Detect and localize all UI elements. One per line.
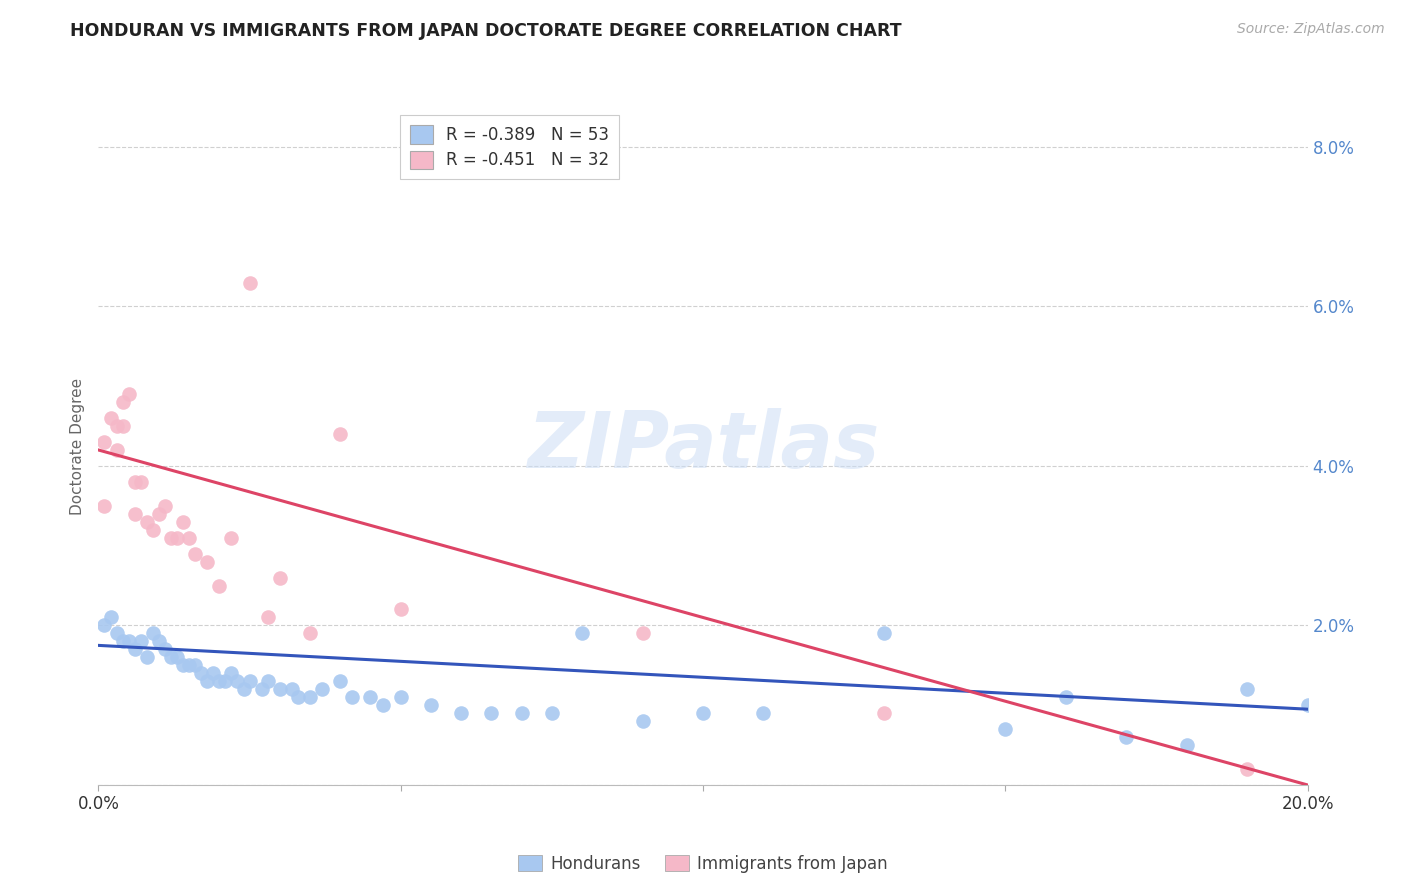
- Point: [250, 682, 273, 697]
- Point: [420, 698, 443, 713]
- Point: [111, 419, 134, 434]
- Point: [631, 626, 654, 640]
- Point: [269, 571, 291, 585]
- Point: [184, 547, 207, 561]
- Point: [111, 634, 134, 648]
- Point: [692, 706, 714, 721]
- Point: [160, 531, 183, 545]
- Point: [118, 634, 141, 648]
- Point: [202, 666, 225, 681]
- Point: [510, 706, 533, 721]
- Point: [360, 690, 382, 705]
- Point: [153, 642, 176, 657]
- Point: [239, 674, 262, 689]
- Point: [184, 658, 207, 673]
- Point: [281, 682, 304, 697]
- Point: [540, 706, 562, 721]
- Point: [148, 507, 170, 521]
- Point: [93, 435, 115, 450]
- Point: [208, 578, 231, 592]
- Point: [172, 658, 194, 673]
- Point: [179, 658, 201, 673]
- Point: [118, 387, 141, 401]
- Point: [135, 650, 157, 665]
- Point: [135, 515, 157, 529]
- Point: [93, 499, 115, 513]
- Point: [311, 682, 333, 697]
- Point: [299, 626, 322, 640]
- Point: [179, 531, 201, 545]
- Point: [166, 650, 188, 665]
- Point: [1115, 730, 1137, 744]
- Point: [148, 634, 170, 648]
- Point: [195, 555, 218, 569]
- Point: [190, 666, 212, 681]
- Point: [1236, 762, 1258, 776]
- Point: [142, 626, 165, 640]
- Point: [100, 610, 122, 624]
- Point: [481, 706, 503, 721]
- Point: [873, 626, 896, 640]
- Point: [873, 706, 896, 721]
- Point: [1236, 682, 1258, 697]
- Point: [299, 690, 322, 705]
- Text: ZIPatlas: ZIPatlas: [527, 408, 879, 484]
- Text: Source: ZipAtlas.com: Source: ZipAtlas.com: [1237, 22, 1385, 37]
- Point: [269, 682, 291, 697]
- Point: [232, 682, 254, 697]
- Point: [124, 642, 146, 657]
- Point: [450, 706, 472, 721]
- Point: [571, 626, 593, 640]
- Point: [111, 395, 134, 409]
- Point: [389, 602, 412, 616]
- Point: [329, 427, 352, 442]
- Point: [105, 626, 128, 640]
- Point: [221, 531, 243, 545]
- Point: [342, 690, 364, 705]
- Point: [129, 634, 152, 648]
- Point: [631, 714, 654, 728]
- Point: [105, 419, 128, 434]
- Point: [389, 690, 412, 705]
- Point: [239, 276, 262, 290]
- Point: [287, 690, 309, 705]
- Point: [214, 674, 236, 689]
- Point: [160, 650, 183, 665]
- Point: [195, 674, 218, 689]
- Point: [221, 666, 243, 681]
- Point: [105, 442, 128, 457]
- Point: [329, 674, 352, 689]
- Point: [371, 698, 394, 713]
- Point: [142, 523, 165, 537]
- Point: [1054, 690, 1077, 705]
- Point: [208, 674, 231, 689]
- Point: [256, 674, 278, 689]
- Text: HONDURAN VS IMMIGRANTS FROM JAPAN DOCTORATE DEGREE CORRELATION CHART: HONDURAN VS IMMIGRANTS FROM JAPAN DOCTOR…: [70, 22, 901, 40]
- Point: [124, 507, 146, 521]
- Point: [100, 411, 122, 425]
- Point: [1296, 698, 1319, 713]
- Point: [129, 475, 152, 489]
- Point: [93, 618, 115, 632]
- Point: [172, 515, 194, 529]
- Point: [752, 706, 775, 721]
- Legend: Hondurans, Immigrants from Japan: Hondurans, Immigrants from Japan: [512, 848, 894, 880]
- Point: [226, 674, 249, 689]
- Point: [1175, 738, 1198, 752]
- Point: [124, 475, 146, 489]
- Point: [256, 610, 278, 624]
- Y-axis label: Doctorate Degree: Doctorate Degree: [69, 377, 84, 515]
- Legend: R = -0.389   N = 53, R = -0.451   N = 32: R = -0.389 N = 53, R = -0.451 N = 32: [399, 115, 620, 179]
- Point: [166, 531, 188, 545]
- Point: [153, 499, 176, 513]
- Point: [994, 722, 1017, 736]
